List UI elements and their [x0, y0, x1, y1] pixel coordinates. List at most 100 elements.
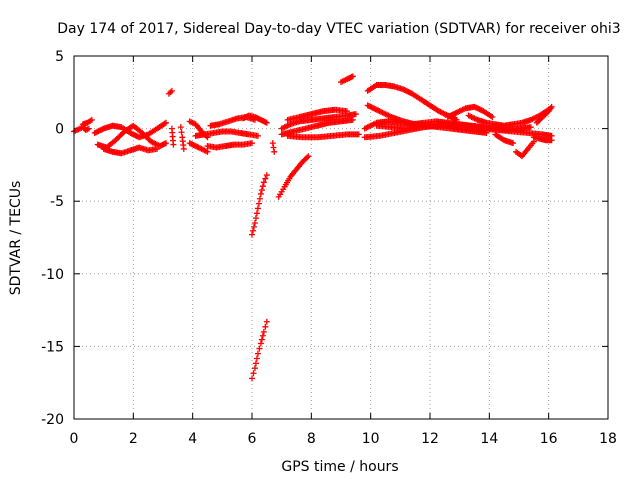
- data-point: [177, 124, 184, 131]
- series-track-p: [249, 318, 270, 382]
- data-point: [259, 332, 266, 339]
- data-point: [548, 103, 555, 110]
- data-point: [489, 113, 496, 120]
- x-tick-labels: 0 2 4 6 8 10 12 14 16 18: [70, 431, 617, 447]
- y-tick-label: 0: [55, 122, 64, 138]
- data-point: [349, 73, 356, 80]
- series-track-ab: [373, 121, 499, 132]
- series-track-s: [278, 111, 359, 132]
- data-point: [168, 87, 175, 94]
- data-point: [269, 140, 276, 147]
- data-point: [256, 195, 263, 202]
- data-point: [85, 125, 92, 132]
- series-track-r: [275, 153, 312, 200]
- data-point: [263, 318, 270, 325]
- x-tick-label: 8: [307, 431, 316, 447]
- data-point: [251, 365, 258, 372]
- data-point: [262, 323, 269, 330]
- data-point: [510, 140, 517, 147]
- x-tick-label: 12: [421, 431, 439, 447]
- data-point: [349, 116, 356, 123]
- data-point: [254, 205, 261, 212]
- series-track-f: [165, 87, 175, 97]
- y-tick-label: 5: [55, 49, 64, 65]
- data-point: [162, 140, 169, 147]
- x-tick-label: 16: [540, 431, 558, 447]
- data-point: [255, 200, 262, 207]
- data-point: [527, 124, 534, 131]
- series-track-u: [284, 106, 350, 123]
- data-point: [257, 340, 264, 347]
- series-track-ac: [444, 103, 496, 120]
- data-point: [180, 145, 187, 152]
- data-point: [254, 132, 261, 139]
- series-track-ag: [530, 134, 555, 144]
- data-point: [271, 148, 278, 155]
- data-point: [178, 129, 185, 136]
- data-point: [305, 153, 312, 160]
- y-tick-label: -15: [41, 339, 64, 355]
- data-point: [251, 219, 258, 226]
- data-point: [352, 111, 359, 118]
- plot-frame: [73, 55, 609, 420]
- data-point: [253, 210, 260, 217]
- series-track-c: [91, 119, 169, 141]
- data-point: [162, 119, 169, 126]
- data-point: [260, 328, 267, 335]
- data-point: [88, 116, 95, 123]
- data-point: [250, 223, 257, 230]
- x-tick-label: 14: [480, 431, 498, 447]
- data-point: [262, 175, 269, 182]
- series-track-e: [100, 144, 161, 157]
- series-track-af: [513, 138, 537, 160]
- data-point: [263, 119, 270, 126]
- data-point: [260, 179, 267, 186]
- data-point: [548, 137, 555, 144]
- y-tick-labels: 5 0 -5 -10 -15 -20: [41, 49, 64, 428]
- data-point: [170, 141, 177, 148]
- data-point: [355, 131, 362, 138]
- x-tick-label: 2: [129, 431, 138, 447]
- y-tick-label: -20: [41, 412, 64, 428]
- data-point: [204, 148, 211, 155]
- chart-title: Day 174 of 2017, Sidereal Day-to-day VTE…: [57, 21, 620, 37]
- data-points: [71, 73, 555, 382]
- series-track-n: [240, 112, 270, 126]
- series-track-j: [186, 140, 211, 155]
- y-tick-label: -5: [50, 194, 64, 210]
- x-tick-label: 6: [248, 431, 257, 447]
- data-point: [258, 336, 265, 343]
- data-point: [256, 345, 263, 352]
- data-point: [252, 215, 259, 222]
- data-point: [254, 350, 261, 357]
- series-track-q: [269, 140, 278, 155]
- x-tick-label: 18: [599, 431, 617, 447]
- x-axis-label: GPS time / hours: [281, 459, 398, 475]
- series-track-ae: [492, 131, 517, 147]
- series-track-g: [168, 125, 177, 148]
- data-point: [343, 108, 350, 115]
- data-point: [263, 172, 270, 179]
- data-point: [249, 375, 255, 382]
- series-track-b: [79, 116, 95, 128]
- series-track-h: [177, 124, 187, 152]
- series-track-w: [338, 73, 356, 86]
- series-track-k: [192, 128, 261, 139]
- series-track-ah: [533, 103, 555, 126]
- data-point: [253, 355, 260, 362]
- series-track-v: [284, 131, 362, 141]
- data-point: [259, 183, 266, 190]
- x-tick-label: 10: [362, 431, 380, 447]
- series-track-ad: [465, 106, 552, 129]
- data-point: [249, 231, 255, 238]
- series-track-o: [249, 172, 270, 238]
- x-tick-label: 0: [70, 431, 79, 447]
- data-point: [249, 227, 256, 234]
- data-point: [304, 154, 311, 161]
- y-tick-label: -10: [41, 267, 64, 283]
- series-track-m: [204, 140, 255, 151]
- data-point: [250, 370, 257, 377]
- data-point: [249, 140, 255, 147]
